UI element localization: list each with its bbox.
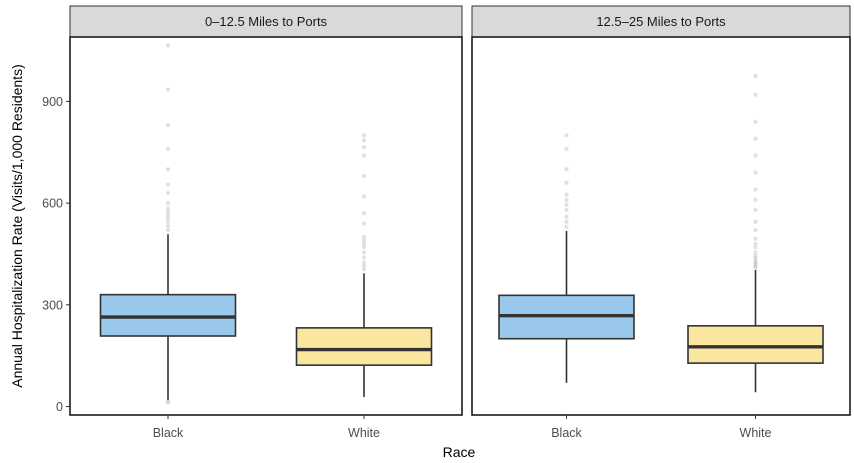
outlier-point (361, 250, 367, 255)
outlier-point (165, 212, 171, 218)
outlier-point (753, 263, 758, 268)
outlier-point (165, 209, 171, 214)
outlier-point (753, 236, 758, 241)
outlier-point (753, 207, 758, 212)
outlier-point (361, 238, 367, 243)
outlier-point (361, 245, 367, 250)
facet-strip (69, 5, 463, 38)
facet-panel-1: 0–12.5 Miles to Ports Black White (69, 5, 463, 440)
outlier-point (165, 228, 171, 233)
outlier-point (361, 173, 367, 179)
outlier-point (361, 260, 367, 265)
outlier-point (753, 136, 758, 141)
outlier-point (753, 265, 758, 270)
outlier-point (564, 207, 569, 212)
facet-strip (471, 5, 851, 38)
outlier-point (753, 73, 758, 79)
outlier-point (564, 192, 569, 197)
outlier-point (361, 263, 367, 268)
outlier-point (165, 43, 171, 48)
facet-panels: 0 300 600 900 0–12.5 Miles to Ports Black Whit… (42, 5, 851, 440)
facet-strip-title: 0–12.5 Miles to Ports (205, 14, 328, 29)
outlier-point (564, 167, 569, 172)
outlier-point (165, 216, 171, 221)
outlier-point (361, 145, 367, 150)
outlier-point (361, 267, 367, 272)
outlier-point (753, 219, 758, 224)
outlier-point (564, 197, 569, 202)
outlier-point (165, 167, 171, 172)
outlier-point (361, 133, 367, 138)
outlier-point (165, 400, 171, 405)
outlier-point (753, 153, 758, 158)
outlier-point (753, 258, 758, 263)
outlier-point (564, 202, 569, 207)
box-white (687, 73, 824, 393)
outlier-point (753, 187, 758, 192)
outlier-point (361, 153, 367, 158)
y-tick-label: 0 (56, 400, 63, 414)
x-tick-label: Black (153, 426, 184, 440)
outlier-point (165, 146, 171, 151)
outlier-point (165, 206, 171, 211)
outlier-point (753, 245, 758, 250)
outlier-point (165, 201, 171, 206)
y-axis: 0 300 600 900 (42, 95, 70, 414)
outlier-point (361, 138, 367, 143)
outlier-point (165, 87, 171, 92)
iqr-box (687, 325, 824, 364)
outlier-point (753, 255, 758, 261)
outlier-point (165, 224, 171, 229)
iqr-box (295, 327, 433, 366)
outlier-point (753, 241, 758, 246)
outlier-point (753, 197, 758, 202)
y-tick-label: 600 (42, 197, 63, 211)
outlier-point (753, 262, 758, 267)
y-tick-label: 300 (42, 298, 63, 312)
facet-panel-2: 12.5–25 Miles to Ports Black White (471, 5, 851, 440)
outlier-point (753, 170, 758, 175)
outlier-point (361, 194, 367, 199)
outlier-point (564, 214, 569, 219)
outlier-point (753, 253, 758, 258)
outlier-point (165, 182, 171, 187)
outlier-point (165, 123, 171, 128)
panel-border (69, 36, 463, 416)
outlier-point (753, 92, 758, 97)
outlier-point (564, 146, 569, 151)
outlier-point (753, 228, 758, 233)
outlier-point (753, 260, 758, 265)
panel-border (471, 36, 851, 416)
facet-strip-title: 12.5–25 Miles to Ports (596, 14, 726, 29)
box-white (295, 133, 433, 398)
y-tick-label: 900 (42, 95, 63, 109)
outlier-point (564, 133, 569, 138)
outlier-point (361, 211, 367, 216)
x-tick-label: White (348, 426, 380, 440)
y-axis-title: Annual Hospitalization Rate (Visits/1,00… (9, 64, 25, 387)
outlier-point (564, 180, 569, 185)
outlier-point (165, 399, 171, 404)
outlier-point (361, 255, 367, 260)
outlier-point (753, 250, 758, 255)
x-tick-label: Black (551, 426, 582, 440)
outlier-point (165, 219, 171, 224)
outlier-point (753, 119, 758, 124)
outlier-point (564, 224, 569, 229)
outlier-point (361, 234, 367, 240)
x-tick-label: White (740, 426, 772, 440)
outlier-point (361, 241, 367, 246)
x-axis-title: Race (443, 444, 476, 460)
box-black (498, 133, 635, 383)
outlier-point (564, 219, 569, 224)
outlier-point (361, 221, 367, 226)
outlier-point (165, 190, 171, 196)
box-black (99, 43, 237, 405)
